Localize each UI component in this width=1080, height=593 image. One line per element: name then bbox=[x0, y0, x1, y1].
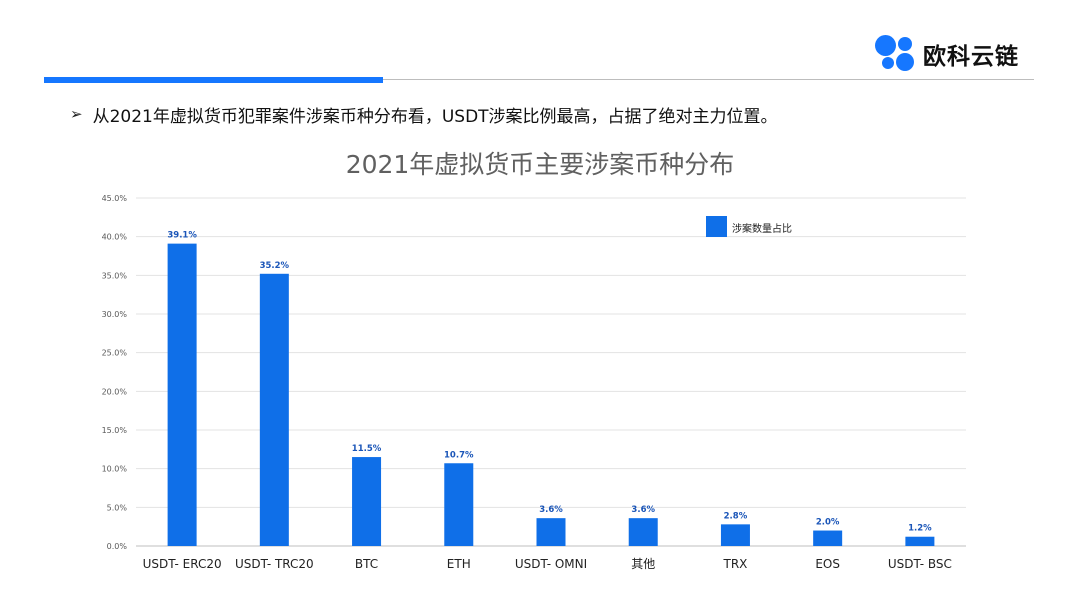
x-tick-label: 其他 bbox=[631, 557, 655, 571]
bar bbox=[720, 524, 750, 546]
summary-text: 从2021年虚拟货币犯罪案件涉案币种分布看，USDT涉案比例最高，占据了绝对主力… bbox=[92, 106, 778, 127]
x-tick-label: USDT- OMNI bbox=[515, 557, 587, 571]
bar bbox=[259, 273, 289, 546]
header-divider bbox=[44, 79, 1034, 80]
data-label: 11.5% bbox=[352, 444, 382, 454]
x-tick-label: TRX bbox=[722, 557, 747, 571]
data-label: 2.8% bbox=[724, 511, 748, 521]
y-tick-label: 10.0% bbox=[102, 465, 128, 474]
legend-label: 涉案数量占比 bbox=[732, 222, 792, 235]
brand-name: 欧科云链 bbox=[923, 44, 1019, 70]
legend-swatch bbox=[706, 216, 727, 237]
x-tick-label: BTC bbox=[355, 557, 378, 571]
y-tick-label: 15.0% bbox=[102, 426, 128, 435]
x-tick-label: USDT- TRC20 bbox=[235, 557, 314, 571]
y-tick-label: 40.0% bbox=[102, 233, 128, 242]
bar bbox=[536, 518, 566, 546]
data-label: 35.2% bbox=[260, 261, 290, 271]
data-label: 10.7% bbox=[444, 450, 474, 460]
bar bbox=[352, 457, 382, 546]
y-tick-label: 45.0% bbox=[102, 194, 128, 203]
brand-logo-icon bbox=[875, 34, 915, 74]
header-accent-bar bbox=[44, 77, 383, 83]
data-label: 39.1% bbox=[167, 231, 197, 241]
y-tick-label: 30.0% bbox=[102, 310, 128, 319]
bar bbox=[905, 536, 935, 546]
bar bbox=[444, 463, 474, 546]
data-label: 1.2% bbox=[908, 524, 932, 534]
bar bbox=[628, 518, 658, 546]
brand-logo: 欧科云链 bbox=[875, 34, 1019, 74]
summary-bullet: ➢ 从2021年虚拟货币犯罪案件涉案币种分布看，USDT涉案比例最高，占据了绝对… bbox=[70, 101, 778, 127]
bar bbox=[813, 530, 843, 546]
chart-title: 2021年虚拟货币主要涉案币种分布 bbox=[345, 150, 735, 179]
data-label: 2.0% bbox=[816, 518, 840, 528]
y-tick-label: 25.0% bbox=[102, 349, 128, 358]
x-tick-label: ETH bbox=[447, 557, 471, 571]
data-label: 3.6% bbox=[539, 505, 563, 515]
data-label: 3.6% bbox=[631, 505, 655, 515]
y-tick-label: 20.0% bbox=[102, 387, 128, 396]
y-tick-label: 5.0% bbox=[107, 503, 128, 512]
x-tick-label: USDT- BSC bbox=[888, 557, 952, 571]
x-tick-label: USDT- ERC20 bbox=[143, 557, 222, 571]
x-tick-label: EOS bbox=[815, 557, 840, 571]
y-tick-label: 0.0% bbox=[107, 542, 128, 551]
arrow-bullet-icon: ➢ bbox=[70, 105, 83, 123]
bar bbox=[167, 243, 197, 547]
y-tick-label: 35.0% bbox=[102, 271, 128, 280]
